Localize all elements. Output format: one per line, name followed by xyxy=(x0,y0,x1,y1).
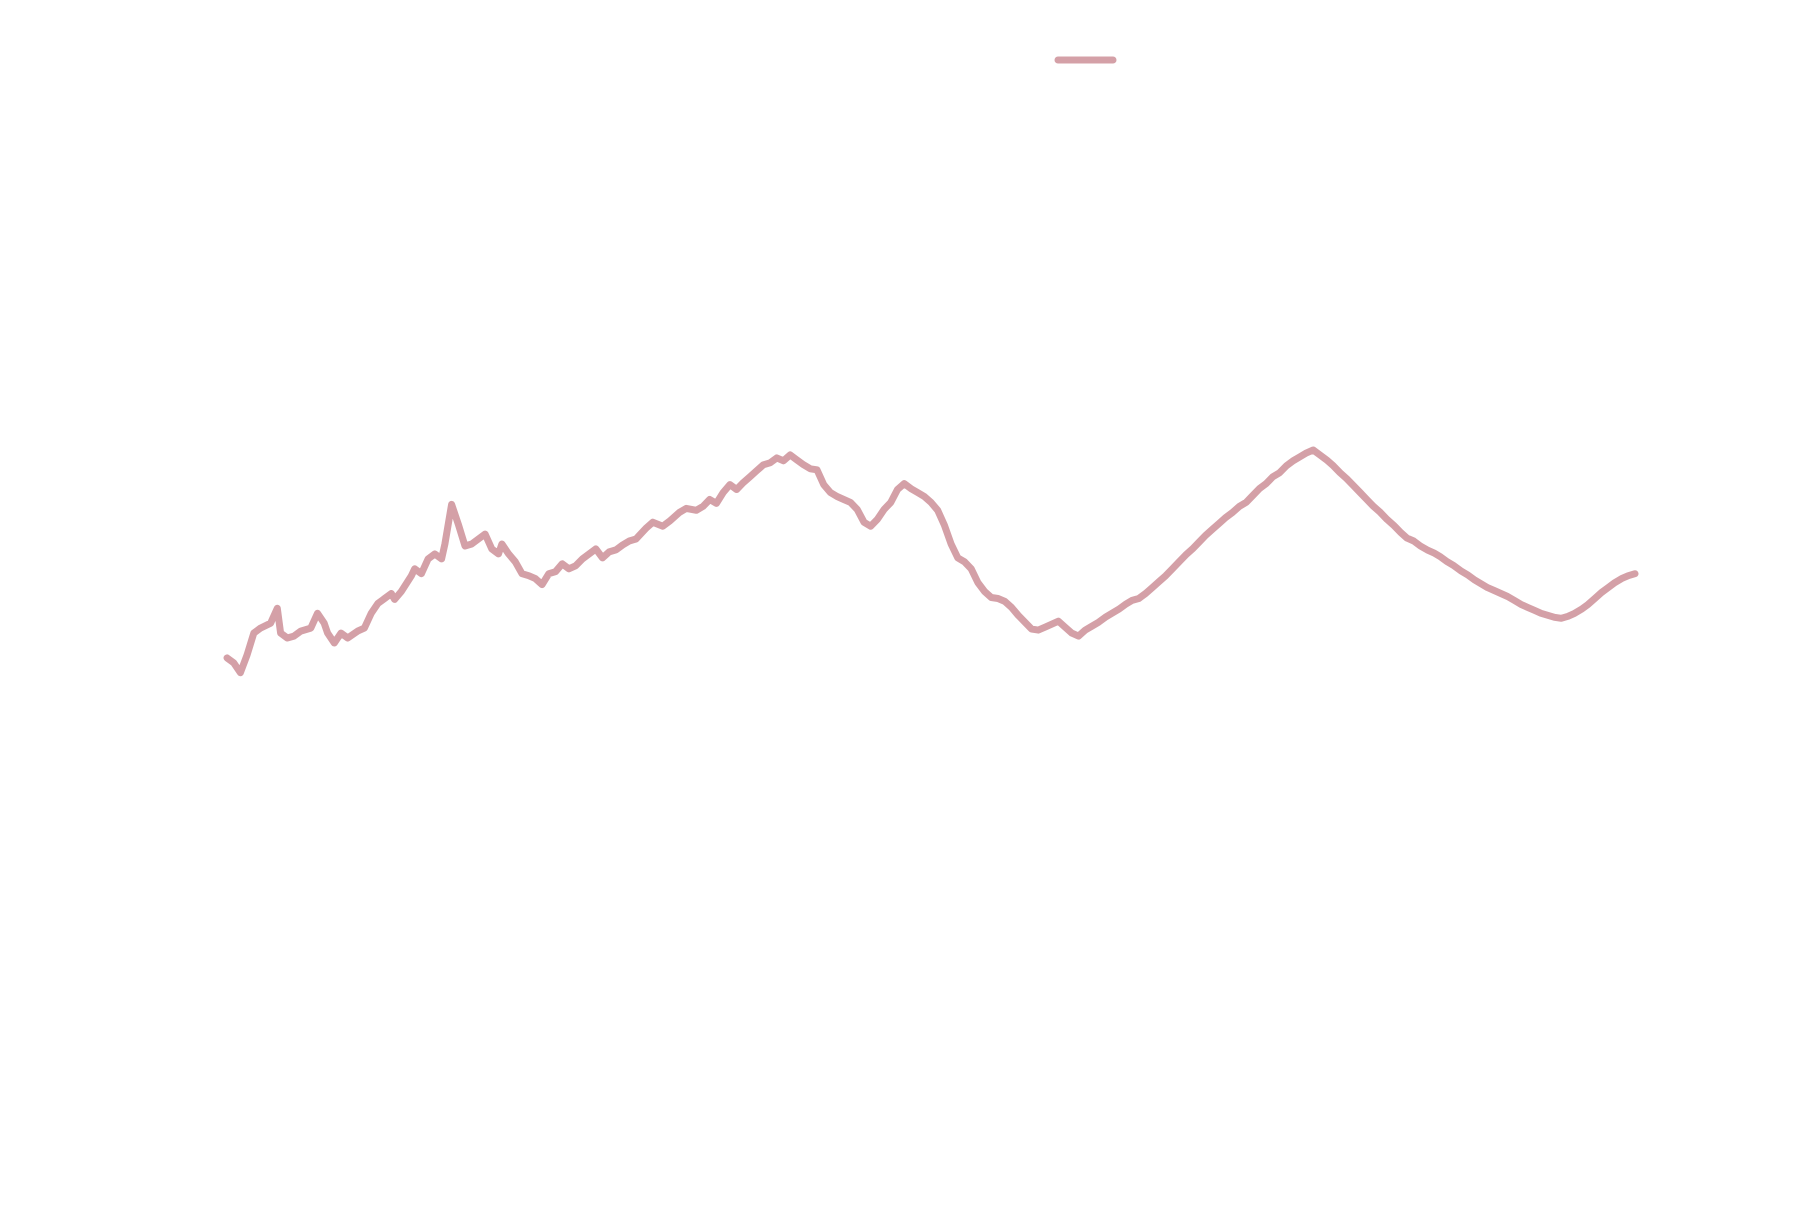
plot-area xyxy=(223,446,1639,677)
series-line xyxy=(223,446,1639,677)
